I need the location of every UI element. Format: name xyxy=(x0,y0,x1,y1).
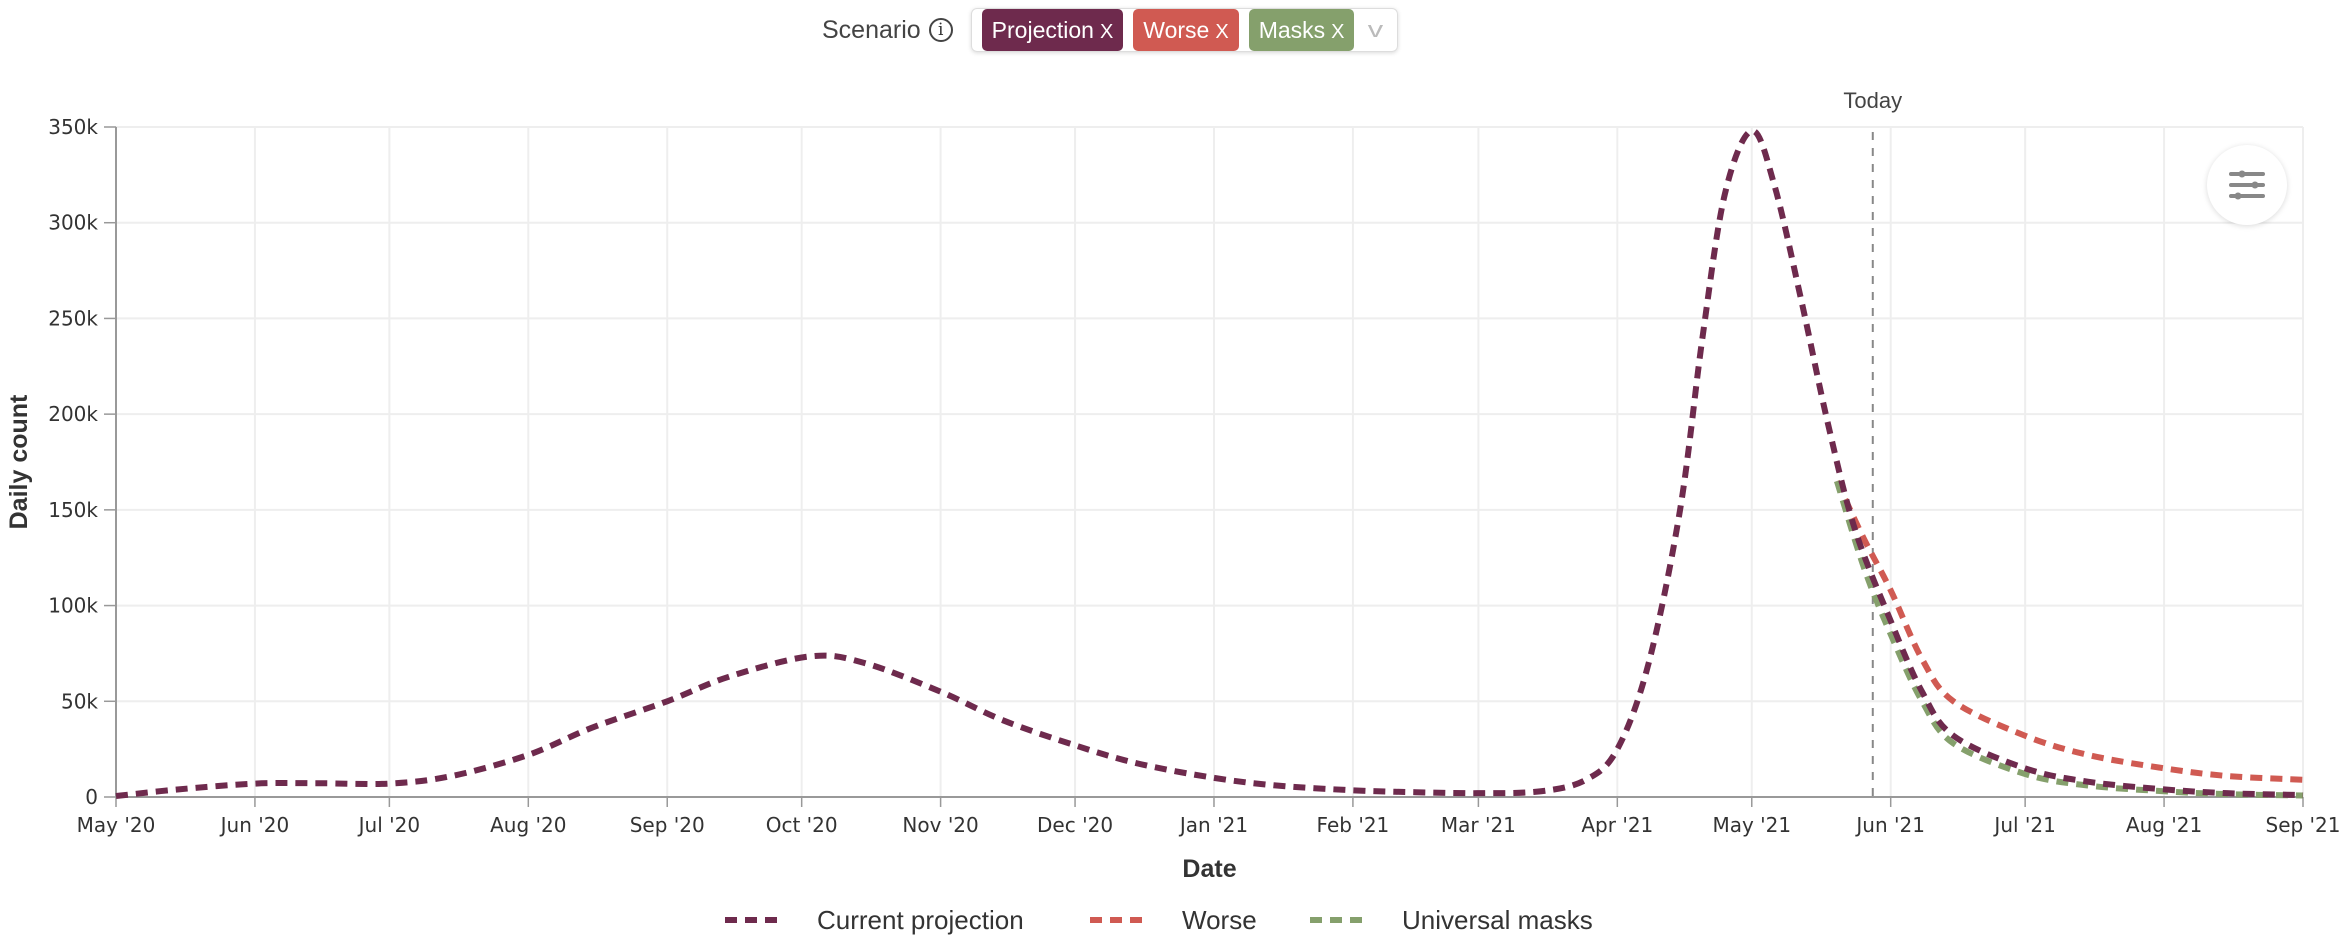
chip-masks[interactable]: Masks X xyxy=(1248,9,1355,51)
series-worse xyxy=(1834,479,2304,783)
series-line xyxy=(115,127,2304,800)
x-tick-label: Jul '21 xyxy=(1992,813,2055,837)
chart-settings-button[interactable] xyxy=(2207,145,2287,225)
y-tick-label: 100k xyxy=(48,594,98,618)
chip-worse[interactable]: Worse X xyxy=(1133,9,1239,51)
x-tick-label: Jun '21 xyxy=(1854,813,1925,837)
y-tick-label: 250k xyxy=(48,306,98,330)
chevron-down-icon[interactable]: v xyxy=(1368,17,1384,42)
x-tick-label: Sep '20 xyxy=(630,813,705,837)
chip-label: Projection xyxy=(991,17,1094,43)
chip-label: Worse xyxy=(1143,17,1210,43)
legend-label: Universal masks xyxy=(1402,905,1593,935)
chip-projection[interactable]: Projection X xyxy=(981,9,1124,51)
x-tick-label: Jan '21 xyxy=(1178,813,1248,837)
y-tick-label: 50k xyxy=(61,689,98,713)
x-tick-label: May '21 xyxy=(1712,813,1791,837)
legend-label: Worse xyxy=(1182,905,1257,935)
series-current-projection xyxy=(115,127,2304,800)
x-tick-label: Jul '20 xyxy=(357,813,420,837)
series-line xyxy=(1834,479,2304,783)
legend-label: Current projection xyxy=(817,905,1024,935)
remove-icon[interactable]: X xyxy=(1099,21,1114,43)
x-tick-label: Oct '20 xyxy=(766,813,838,837)
y-tick-label: 200k xyxy=(48,402,98,426)
y-tick-label: 150k xyxy=(48,498,98,522)
scenario-filter: Scenario i Projection X Worse X Masks X v xyxy=(822,8,1399,52)
x-tick-label: Aug '20 xyxy=(490,813,566,837)
y-tick-label: 0 xyxy=(85,785,98,809)
x-tick-label: Nov '20 xyxy=(902,813,978,837)
y-axis-label: Daily count xyxy=(5,394,33,529)
scenario-label: Scenario xyxy=(822,15,921,44)
x-tick-label: Feb '21 xyxy=(1317,813,1390,837)
x-tick-label: Sep '21 xyxy=(2266,813,2341,837)
remove-icon[interactable]: X xyxy=(1215,21,1229,43)
series-line xyxy=(1834,480,2304,799)
x-tick-label: Mar '21 xyxy=(1441,813,1516,837)
x-tick-label: Aug '21 xyxy=(2126,813,2202,837)
x-tick-label: Apr '21 xyxy=(1581,813,1653,837)
y-tick-label: 300k xyxy=(48,211,98,235)
chip-label: Masks xyxy=(1258,17,1326,43)
info-icon[interactable]: i xyxy=(928,18,953,42)
y-tick-label: 350k xyxy=(48,115,98,139)
x-tick-label: Dec '20 xyxy=(1037,813,1113,837)
x-tick-label: Jun '20 xyxy=(219,813,290,837)
today-label: Today xyxy=(1843,88,1902,113)
series-universal-masks xyxy=(1834,480,2304,799)
scenario-select[interactable]: Projection X Worse X Masks X v xyxy=(970,8,1399,52)
remove-icon[interactable]: X xyxy=(1331,21,1345,43)
x-tick-label: May '20 xyxy=(77,813,156,837)
sliders-icon xyxy=(2229,170,2265,200)
x-axis-label: Date xyxy=(1182,855,1236,883)
